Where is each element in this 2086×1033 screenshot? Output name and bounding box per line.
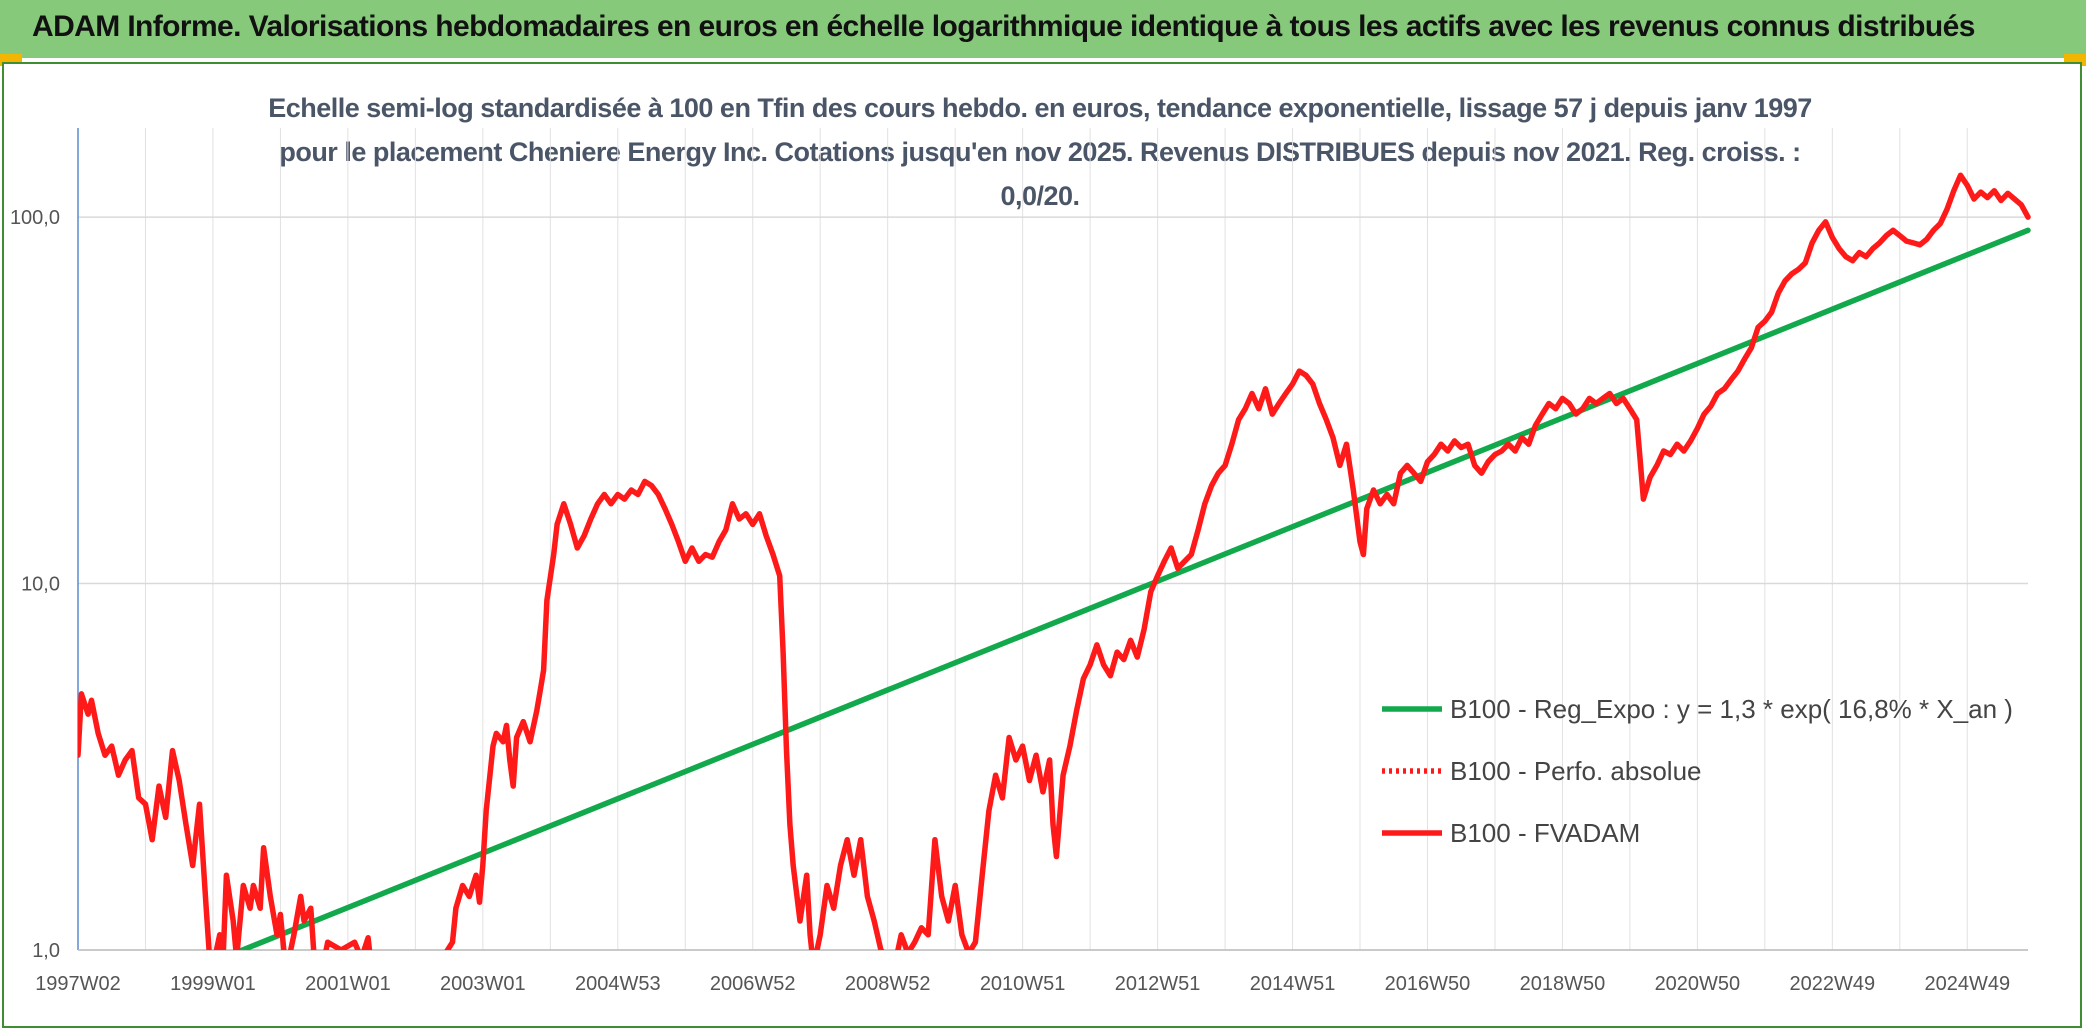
x-tick-label: 2004W53	[575, 973, 661, 995]
legend-label: B100 - Perfo. absolue	[1450, 756, 1702, 786]
x-tick-label: 2001W01	[305, 973, 391, 995]
y-tick-label: 10,0	[21, 574, 60, 596]
x-tick-label: 2006W52	[710, 973, 796, 995]
y-tick-label: 100,0	[10, 207, 60, 229]
y-axis-tick-labels: 1,0 10,0 100,0	[10, 207, 60, 962]
series-line-0	[235, 227, 2031, 950]
x-tick-label: 2012W51	[1115, 973, 1201, 995]
x-tick-label: 2010W51	[980, 973, 1066, 995]
legend-label: B100 - FVADAM	[1450, 818, 1640, 848]
x-tick-label: 2020W50	[1655, 973, 1741, 995]
x-tick-label: 2016W50	[1385, 973, 1471, 995]
page-title: ADAM Informe. Valorisations hebdomadaire…	[32, 10, 1975, 43]
legend-label: B100 - Reg_Expo : y = 1,3 * exp( 16,8% *…	[1450, 694, 2013, 724]
x-tick-label: 1997W02	[35, 973, 121, 995]
x-tick-label: 2014W51	[1250, 973, 1336, 995]
series-layer	[78, 172, 2031, 950]
series-line-2	[78, 172, 2031, 950]
header-bar: ADAM Informe. Valorisations hebdomadaire…	[0, 0, 2086, 58]
x-tick-label: 2003W01	[440, 973, 526, 995]
y-tick-label: 1,0	[32, 940, 60, 962]
x-tick-label: 2018W50	[1520, 973, 1606, 995]
x-axis-tick-labels: 1997W02 1999W01 2001W01 2003W01 2004W53 2006W…	[35, 973, 2010, 995]
x-tick-label: 2008W52	[845, 973, 931, 995]
x-tick-label: 2024W49	[1924, 973, 2010, 995]
chart-title: Echelle semi-log standardisée à 100 en T…	[268, 93, 1812, 211]
chart-frame	[2, 62, 2082, 1028]
x-tick-label: 1999W01	[170, 973, 256, 995]
x-tick-label: 2022W49	[1790, 973, 1876, 995]
chart-legend: B100 - Reg_Expo : y = 1,3 * exp( 16,8% *…	[1382, 694, 2013, 848]
